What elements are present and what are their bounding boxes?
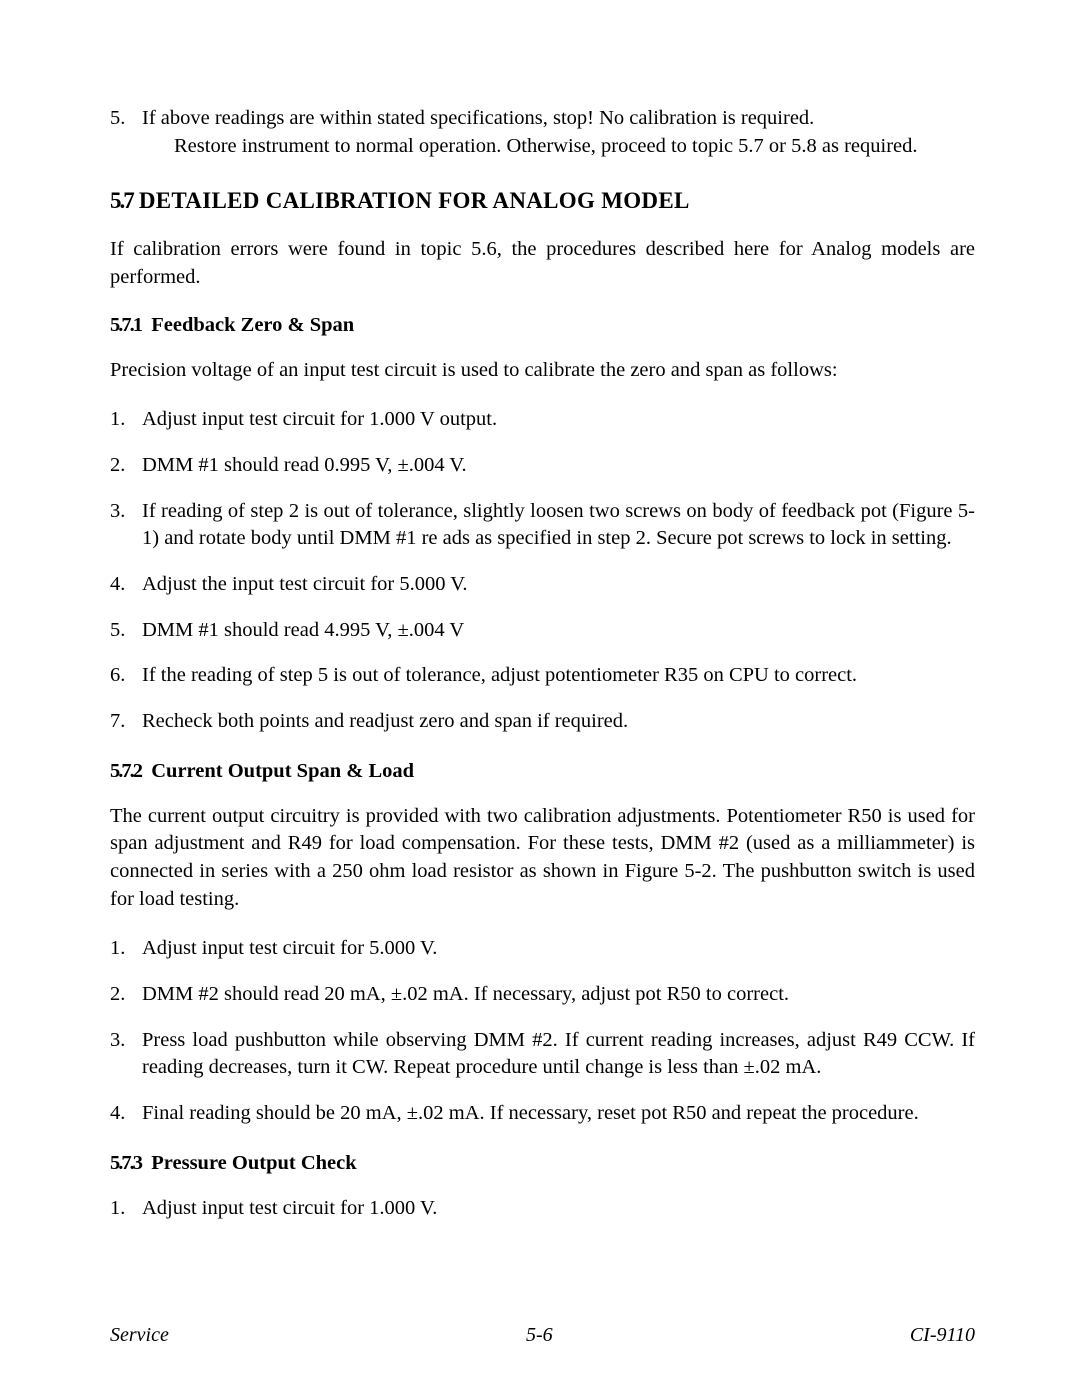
step-number: 1. [110,406,142,434]
step-text: DMM #1 should read 0.995 V, ±.004 V. [142,454,467,476]
step-text: DMM #2 should read 20 mA, ±.02 mA. If ne… [142,983,789,1005]
step-number: 2. [110,452,142,480]
section-title: DETAILED CALIBRATION FOR ANALOG MODEL [139,188,690,213]
step-number: 2. [110,981,142,1009]
step: 1.Adjust input test circuit for 1.000 V … [110,406,975,434]
step-number: 4. [110,571,142,599]
step-number: 6. [110,662,142,690]
step-text: Recheck both points and readjust zero an… [142,710,628,732]
step-text: Final reading should be 20 mA, ±.02 mA. … [142,1102,919,1124]
subsection-heading-5-7-2: 5.7.2 Current Output Span & Load [110,760,975,783]
section-intro: If calibration errors were found in topi… [110,236,975,291]
footer-center: 5-6 [526,1324,553,1347]
footer-left: Service [110,1324,169,1347]
step-text: If reading of step 2 is out of tolerance… [142,500,975,550]
step: 4.Adjust the input test circuit for 5.00… [110,571,975,599]
item-text-line1: If above readings are within stated spec… [142,107,814,129]
subsection-title: Pressure Output Check [151,1152,356,1174]
section-heading-5-7: 5.7 DETAILED CALIBRATION FOR ANALOG MODE… [110,188,975,214]
step-number: 7. [110,708,142,736]
step-text: Adjust the input test circuit for 5.000 … [142,573,468,595]
step-number: 1. [110,1195,142,1223]
step-text: Adjust input test circuit for 5.000 V. [142,937,437,959]
step: 3.If reading of step 2 is out of toleran… [110,498,975,553]
step-number: 3. [110,498,142,526]
steps-5-7-3: 1.Adjust input test circuit for 1.000 V. [110,1195,975,1223]
step-number: 5. [110,617,142,645]
step-text: Adjust input test circuit for 1.000 V ou… [142,408,497,430]
step: 1.Adjust input test circuit for 5.000 V. [110,935,975,963]
step: 2.DMM #1 should read 0.995 V, ±.004 V. [110,452,975,480]
step: 7.Recheck both points and readjust zero … [110,708,975,736]
page-footer: Service 5-6 CI-9110 [110,1324,975,1347]
step: 1.Adjust input test circuit for 1.000 V. [110,1195,975,1223]
step-number: 4. [110,1100,142,1128]
step: 4.Final reading should be 20 mA, ±.02 mA… [110,1100,975,1128]
step-text: DMM #1 should read 4.995 V, ±.004 V [142,619,464,641]
list-item-5: 5.If above readings are within stated sp… [110,105,975,160]
subsection-number: 5.7.2 [110,760,141,782]
step: 3.Press load pushbutton while observing … [110,1027,975,1082]
item-text-line2: Restore instrument to normal operation. … [142,133,975,161]
step-number: 1. [110,935,142,963]
subsection-title: Feedback Zero & Span [151,314,354,336]
subsection-intro-5-7-2: The current output circuitry is provided… [110,803,975,914]
step: 5.DMM #1 should read 4.995 V, ±.004 V [110,617,975,645]
step-text: Press load pushbutton while observing DM… [142,1029,975,1079]
subsection-number: 5.7.1 [110,314,141,336]
page: 5.If above readings are within stated sp… [0,0,1080,1397]
item-number: 5. [110,105,142,133]
step-number: 3. [110,1027,142,1055]
step: 2.DMM #2 should read 20 mA, ±.02 mA. If … [110,981,975,1009]
step-text: If the reading of step 5 is out of toler… [142,664,857,686]
step-text: Adjust input test circuit for 1.000 V. [142,1197,437,1219]
step: 6.If the reading of step 5 is out of tol… [110,662,975,690]
footer-right: CI-9110 [910,1324,975,1347]
prev-list-continuation: 5.If above readings are within stated sp… [110,105,975,160]
subsection-intro-5-7-1: Precision voltage of an input test circu… [110,357,975,385]
subsection-heading-5-7-1: 5.7.1 Feedback Zero & Span [110,314,975,337]
steps-5-7-1: 1.Adjust input test circuit for 1.000 V … [110,406,975,735]
subsection-number: 5.7.3 [110,1152,141,1174]
subsection-title: Current Output Span & Load [151,760,414,782]
steps-5-7-2: 1.Adjust input test circuit for 5.000 V.… [110,935,975,1127]
subsection-heading-5-7-3: 5.7.3 Pressure Output Check [110,1152,975,1175]
section-number: 5.7 [110,188,133,213]
